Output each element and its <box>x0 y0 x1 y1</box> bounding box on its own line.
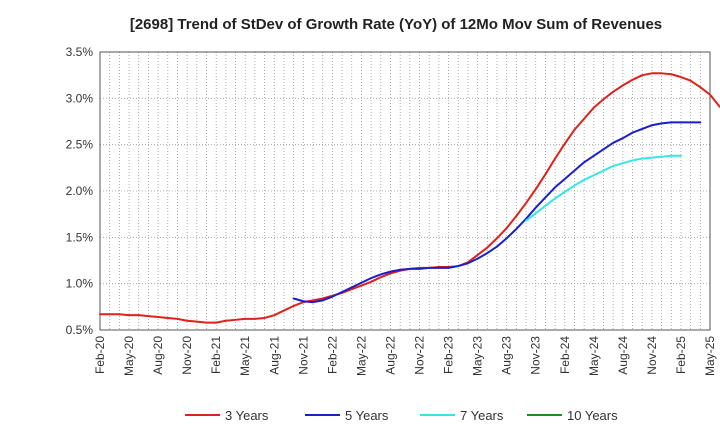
grid <box>100 52 710 330</box>
x-tick-label: May-20 <box>122 336 136 376</box>
x-tick-label: Feb-22 <box>325 336 339 374</box>
legend-label: 10 Years <box>567 408 618 423</box>
x-tick-label: Aug-22 <box>383 336 397 375</box>
x-tick-label: Feb-23 <box>442 336 456 374</box>
x-tick-label: Feb-20 <box>93 336 107 374</box>
legend-label: 3 Years <box>225 408 269 423</box>
y-tick-label: 3.5% <box>66 45 94 59</box>
x-tick-label: Aug-24 <box>616 336 630 375</box>
x-tick-label: May-22 <box>354 336 368 376</box>
y-tick-label: 0.5% <box>66 323 94 337</box>
y-axis: 0.5% 1.0% 1.5% 2.0% 2.5% 3.0% 3.5% <box>66 45 94 337</box>
x-tick-label: Feb-21 <box>209 336 223 374</box>
y-tick-label: 1.0% <box>66 277 94 291</box>
x-tick-label: May-21 <box>238 336 252 376</box>
y-tick-label: 2.5% <box>66 138 94 152</box>
x-tick-label: May-25 <box>703 336 717 376</box>
legend: 3 Years 5 Years 7 Years 10 Years <box>185 408 618 423</box>
legend-label: 7 Years <box>460 408 504 423</box>
x-tick-label: Aug-20 <box>151 336 165 375</box>
x-tick-label: Aug-21 <box>267 336 281 375</box>
y-tick-label: 2.0% <box>66 184 94 198</box>
series-line-5-years <box>292 121 702 304</box>
x-tick-label: Feb-25 <box>674 336 688 374</box>
y-tick-label: 1.5% <box>66 230 94 244</box>
legend-label: 5 Years <box>345 408 389 423</box>
series-group <box>99 72 720 324</box>
x-tick-label: Feb-24 <box>558 336 572 374</box>
x-tick-label: Aug-23 <box>500 336 514 375</box>
x-tick-label: Nov-21 <box>296 336 310 375</box>
x-tick-label: May-23 <box>471 336 485 376</box>
x-tick-label: Nov-23 <box>529 336 543 375</box>
plot-frame <box>99 51 711 331</box>
x-tick-label: Nov-24 <box>645 336 659 375</box>
x-tick-label: Nov-20 <box>180 336 194 375</box>
y-tick-label: 3.0% <box>66 91 94 105</box>
chart-title: [2698] Trend of StDev of Growth Rate (Yo… <box>130 16 662 33</box>
x-tick-label: Nov-22 <box>413 336 427 375</box>
x-tick-label: May-24 <box>587 336 601 376</box>
series-line-3-years <box>99 72 720 324</box>
x-axis: Feb-20 May-20 Aug-20 Nov-20 Feb-21 May-21 Aug-… <box>93 336 717 376</box>
series-line-7-years <box>525 154 682 222</box>
